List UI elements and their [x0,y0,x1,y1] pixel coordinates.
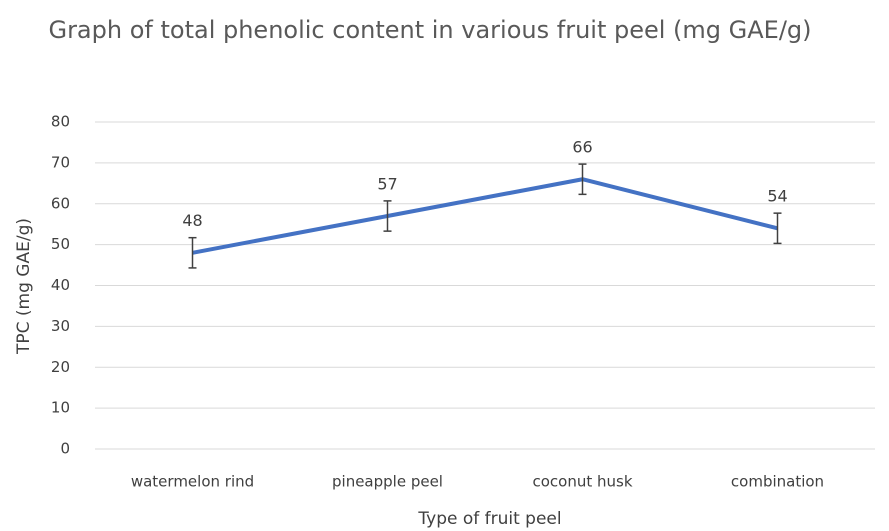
y-tick-label: 70 [51,153,70,171]
data-label: 54 [767,187,787,206]
chart-title: Graph of total phenolic content in vario… [48,16,812,44]
data-label: 57 [377,174,397,193]
x-tick-label: watermelon rind [131,473,254,491]
y-axis-title: TPC (mg GAE/g) [14,218,34,355]
error-bar [383,200,392,232]
x-tick-label: combination [731,473,824,491]
data-label: 66 [572,138,592,157]
x-tick-label: pineapple peel [332,473,443,491]
y-tick-label: 10 [51,399,70,417]
data-label: 48 [182,211,202,230]
y-tick-label: 30 [51,317,70,335]
y-tick-label: 50 [51,235,70,253]
error-bar [188,236,197,269]
y-tick-label: 20 [51,358,70,376]
x-axis-title: Type of fruit peel [417,509,561,529]
y-tick-label: 60 [51,194,70,212]
y-tick-label: 0 [60,440,70,458]
line [192,177,778,255]
x-tick-label: coconut husk [532,473,632,491]
y-tick-label: 40 [51,276,70,294]
y-tick-label: 80 [51,113,70,131]
error-bar [773,212,782,245]
error-bar [578,163,587,196]
